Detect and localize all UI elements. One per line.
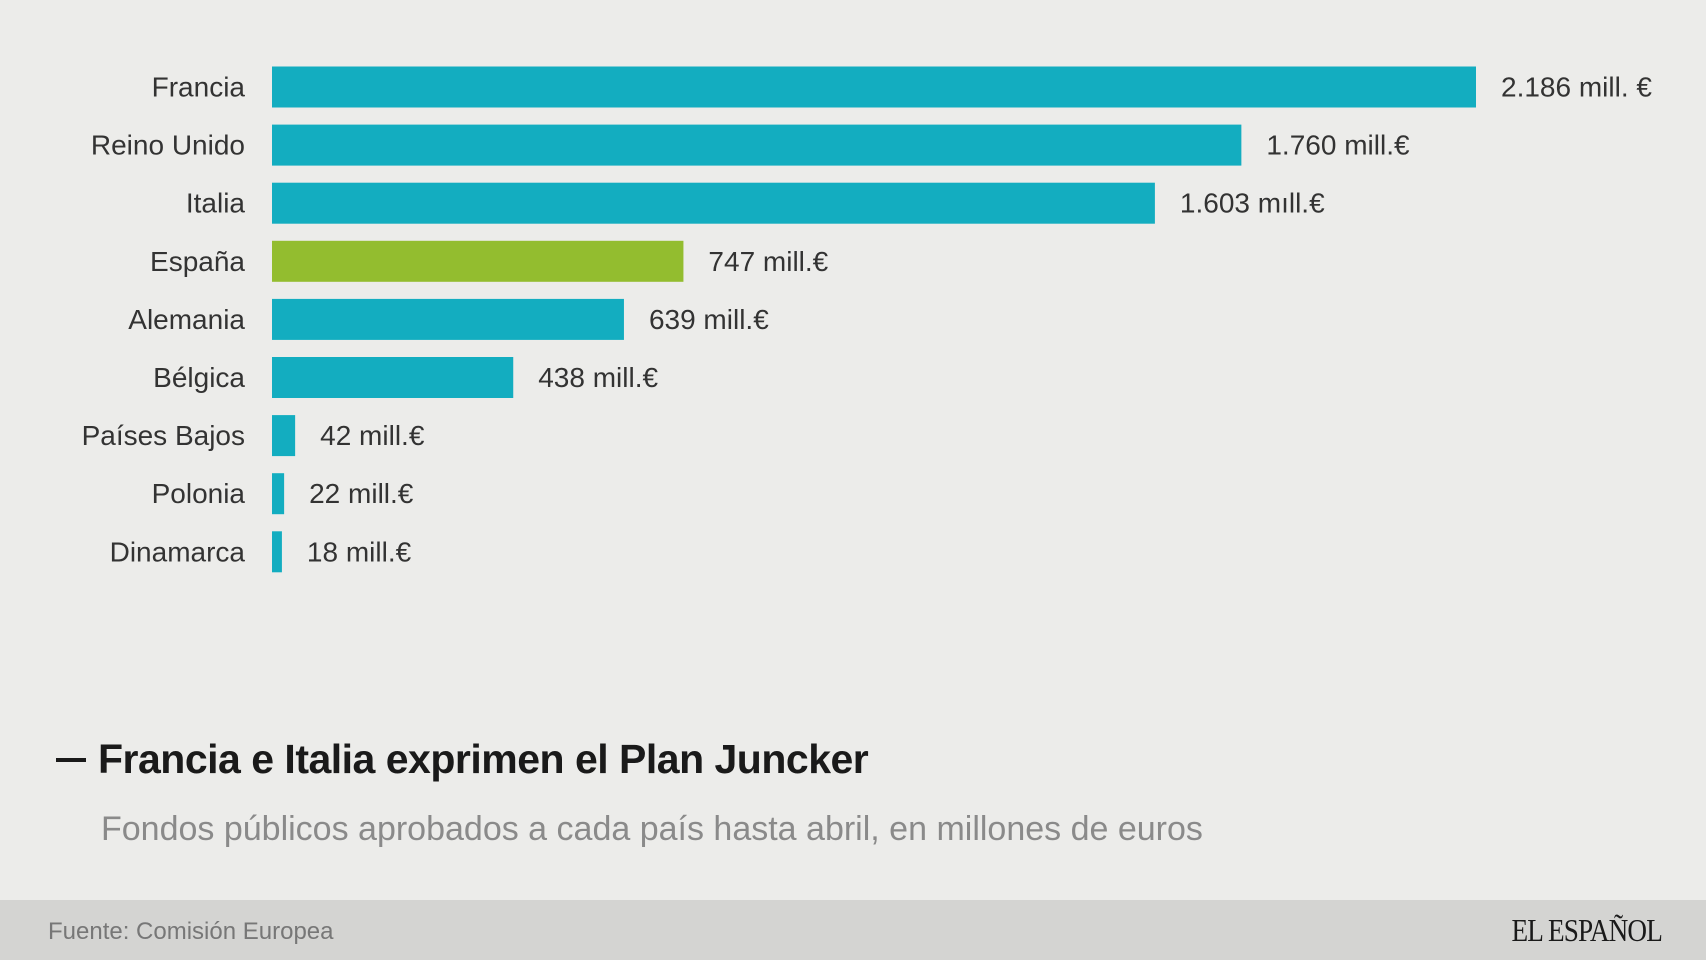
bar xyxy=(272,531,282,573)
title-dash xyxy=(56,757,86,762)
bar xyxy=(272,298,624,340)
value-label: 438 mill.€ xyxy=(538,362,658,393)
brand-logo: EL ESPAÑOL xyxy=(1511,912,1663,948)
value-label: 18 mill.€ xyxy=(307,536,412,567)
bar-chart: Francia 2.186 mill. € Reino Unido 1.760 mil… xyxy=(82,66,1652,573)
value-label: 22 mill.€ xyxy=(309,478,414,509)
bar xyxy=(272,415,296,457)
category-label: Reino Unido xyxy=(91,130,245,161)
bar xyxy=(272,357,514,398)
bar xyxy=(272,124,1242,166)
source-note: Fuente: Comisión Europea xyxy=(48,918,334,945)
bar xyxy=(272,240,684,282)
chart-title-block: Francia e Italia exprimen el Plan Juncke… xyxy=(56,736,869,783)
category-label: Francia xyxy=(152,72,246,103)
value-label: 747 mill.€ xyxy=(708,246,828,277)
chart-subtitle: Fondos públicos aprobados a cada país ha… xyxy=(101,810,1203,848)
chart-title: Francia e Italia exprimen el Plan Juncke… xyxy=(98,736,869,782)
category-label: Dinamarca xyxy=(110,536,246,567)
bar xyxy=(272,66,1476,108)
category-label: Italia xyxy=(186,188,246,219)
category-label: Bélgica xyxy=(153,362,245,393)
category-label: España xyxy=(150,246,245,277)
bar xyxy=(272,182,1155,224)
value-label: 1.603 mıll.€ xyxy=(1180,188,1325,219)
value-label: 42 mill.€ xyxy=(320,420,425,451)
bar xyxy=(272,473,285,515)
category-label: Países Bajos xyxy=(82,420,245,451)
value-label: 2.186 mill. € xyxy=(1501,72,1652,103)
value-label: 1.760 mill.€ xyxy=(1266,130,1410,161)
category-label: Polonia xyxy=(152,478,246,509)
value-label: 639 mill.€ xyxy=(649,304,769,335)
category-label: Alemania xyxy=(128,304,245,335)
footer-bar: Fuente: Comisión Europea EL ESPAÑOL xyxy=(0,900,1706,960)
